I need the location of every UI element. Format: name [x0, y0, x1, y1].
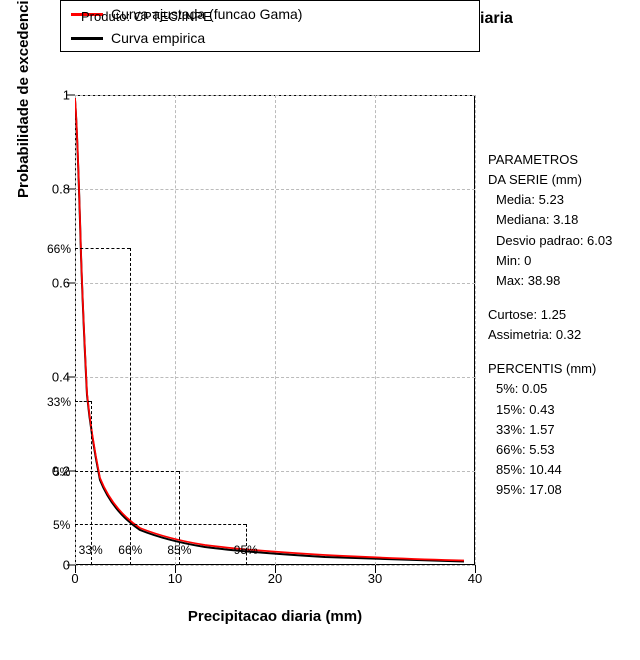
param-mediana: Mediana: 3.18 — [488, 210, 638, 230]
param-media: Media: 5.23 — [488, 190, 638, 210]
gridline-vertical — [475, 95, 476, 565]
param-p85: 85%: 10.44 — [488, 460, 638, 480]
param-p66: 66%: 5.53 — [488, 440, 638, 460]
parameters-box: PARAMETROS DA SERIE (mm) Media: 5.23 Med… — [488, 150, 638, 500]
guide-line-33pct — [91, 401, 92, 565]
param-p15: 15%: 0.43 — [488, 400, 638, 420]
params-header1: PARAMETROS — [488, 150, 638, 170]
y-tick-mark — [67, 377, 75, 378]
x-tick-label: 40 — [468, 571, 482, 586]
guide-line-prob-33 — [75, 401, 91, 402]
x-axis-title: Precipitacao diaria (mm) — [75, 608, 475, 625]
y-axis-title: Probabilidade de excedencia — [15, 0, 32, 330]
y-tick-mark — [67, 283, 75, 284]
params-header2: DA SERIE (mm) — [488, 170, 638, 190]
y-tick-label: 0.6 — [40, 276, 70, 291]
x-tick-label: 10 — [168, 571, 182, 586]
curva-ajustada-line[interactable] — [75, 98, 464, 561]
curve-plot — [75, 95, 475, 565]
x-tick-label: 20 — [268, 571, 282, 586]
legend-item-empirica: Curva empirica — [71, 26, 479, 50]
y-tick-label: 1 — [40, 88, 70, 103]
plot-area: 1 0.8 0.6 0.4 0.2 0 0 10 20 30 40 66% 33… — [75, 95, 475, 565]
legend-box: Produto: CPTEC/INPE Curva ajustada (func… — [60, 0, 480, 52]
param-curtose: Curtose: 1.25 — [488, 305, 638, 325]
param-desvio-padrao: Desvio padrao: 6.03 — [488, 231, 638, 251]
param-p5: 5%: 0.05 — [488, 379, 638, 399]
guide-line-66pct — [130, 248, 131, 565]
param-max: Max: 38.98 — [488, 271, 638, 291]
param-p33: 33%: 1.57 — [488, 420, 638, 440]
legend-label-empirica: Curva empirica — [111, 30, 205, 46]
y-tick-mark — [67, 95, 75, 96]
x-guide-label-85: 85% — [167, 543, 191, 557]
param-min: Min: 0 — [488, 251, 638, 271]
params-percentis-header: PERCENTIS (mm) — [488, 359, 638, 379]
x-guide-label-95: 95% — [234, 543, 258, 557]
y-guide-label-5b: 5% — [53, 518, 70, 532]
x-guide-label-66: 66% — [118, 543, 142, 557]
x-tick-label: 30 — [368, 571, 382, 586]
curva-empirica-line[interactable] — [75, 100, 464, 562]
y-tick-label: 0.4 — [40, 370, 70, 385]
y-tick-label: 0.8 — [40, 182, 70, 197]
x-tick-label: 0 — [71, 571, 78, 586]
legend-swatch-empirica — [71, 37, 103, 40]
y-guide-label-5a: 5% — [53, 465, 70, 479]
guide-line-prob-66 — [75, 248, 130, 249]
y-tick-mark — [67, 189, 75, 190]
y-tick-mark — [67, 565, 75, 566]
y-tick-label: 0 — [40, 558, 70, 573]
produto-label: Produto: CPTEC/INPE — [81, 9, 212, 24]
param-p95: 95%: 17.08 — [488, 480, 638, 500]
guide-line-prob-15 — [75, 471, 179, 472]
x-guide-label-33: 33% — [79, 543, 103, 557]
y-guide-label-66: 66% — [47, 242, 71, 256]
param-assimetria: Assimetria: 0.32 — [488, 325, 638, 345]
y-guide-label-33: 33% — [47, 395, 71, 409]
guide-line-prob-5 — [75, 524, 246, 525]
